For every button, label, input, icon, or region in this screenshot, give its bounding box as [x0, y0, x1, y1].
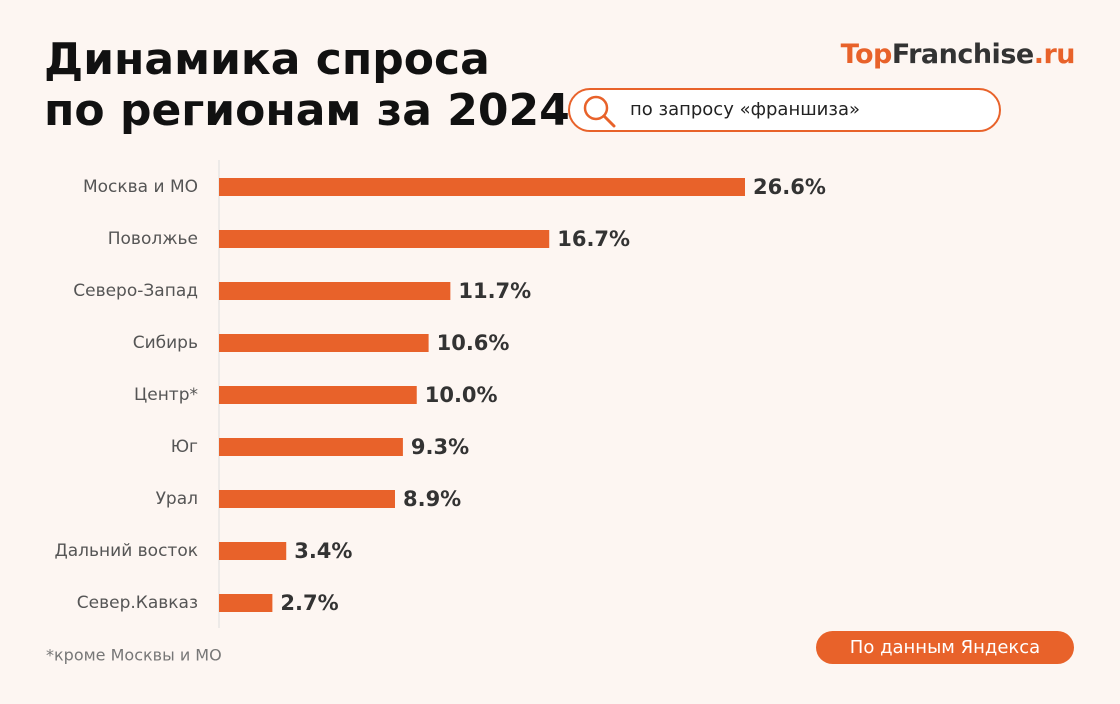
value-label: 9.3%: [411, 435, 469, 459]
value-label: 16.7%: [557, 227, 630, 251]
source-pill: [816, 631, 1074, 664]
bar: [219, 230, 550, 248]
search-query: по запросу «франшиза»: [630, 99, 860, 120]
value-label: 3.4%: [294, 539, 352, 563]
bar: [219, 542, 287, 560]
search-icon: [602, 114, 616, 128]
value-label: 2.7%: [280, 591, 338, 615]
logo-part: .ru: [1034, 39, 1075, 70]
category-label: Север.Кавказ: [77, 593, 198, 613]
category-label: Москва и МО: [83, 177, 198, 197]
category-label: Урал: [156, 489, 198, 509]
category-label: Центр*: [134, 385, 198, 405]
value-label: 8.9%: [403, 487, 461, 511]
value-label: 11.7%: [458, 279, 531, 303]
value-label: 26.6%: [753, 175, 826, 199]
bar: [219, 438, 403, 456]
logo-part: Franchise: [892, 39, 1034, 70]
logo-part: Top: [841, 39, 892, 70]
category-label: Поволжье: [108, 229, 198, 249]
bar: [219, 282, 451, 300]
search-icon: [583, 95, 609, 121]
bar: [219, 334, 429, 352]
category-label: Северо-Запад: [73, 281, 198, 301]
bar: [219, 594, 273, 612]
title-line: по регионам за 2024: [44, 85, 570, 136]
bar: [219, 386, 417, 404]
category-label: Юг: [171, 437, 198, 457]
source: По данным Яндекса: [850, 637, 1040, 658]
value-label: 10.6%: [437, 331, 510, 355]
logo: TopFranchise.ru: [841, 39, 1075, 70]
search-box: [568, 88, 1001, 132]
footnote: *кроме Москвы и МО: [46, 646, 222, 665]
title-line: Динамика спроса: [44, 34, 490, 85]
bar: [219, 490, 395, 508]
value-label: 10.0%: [425, 383, 498, 407]
category-label: Сибирь: [133, 333, 198, 353]
bar: [219, 178, 745, 196]
category-label: Дальний восток: [54, 541, 198, 561]
